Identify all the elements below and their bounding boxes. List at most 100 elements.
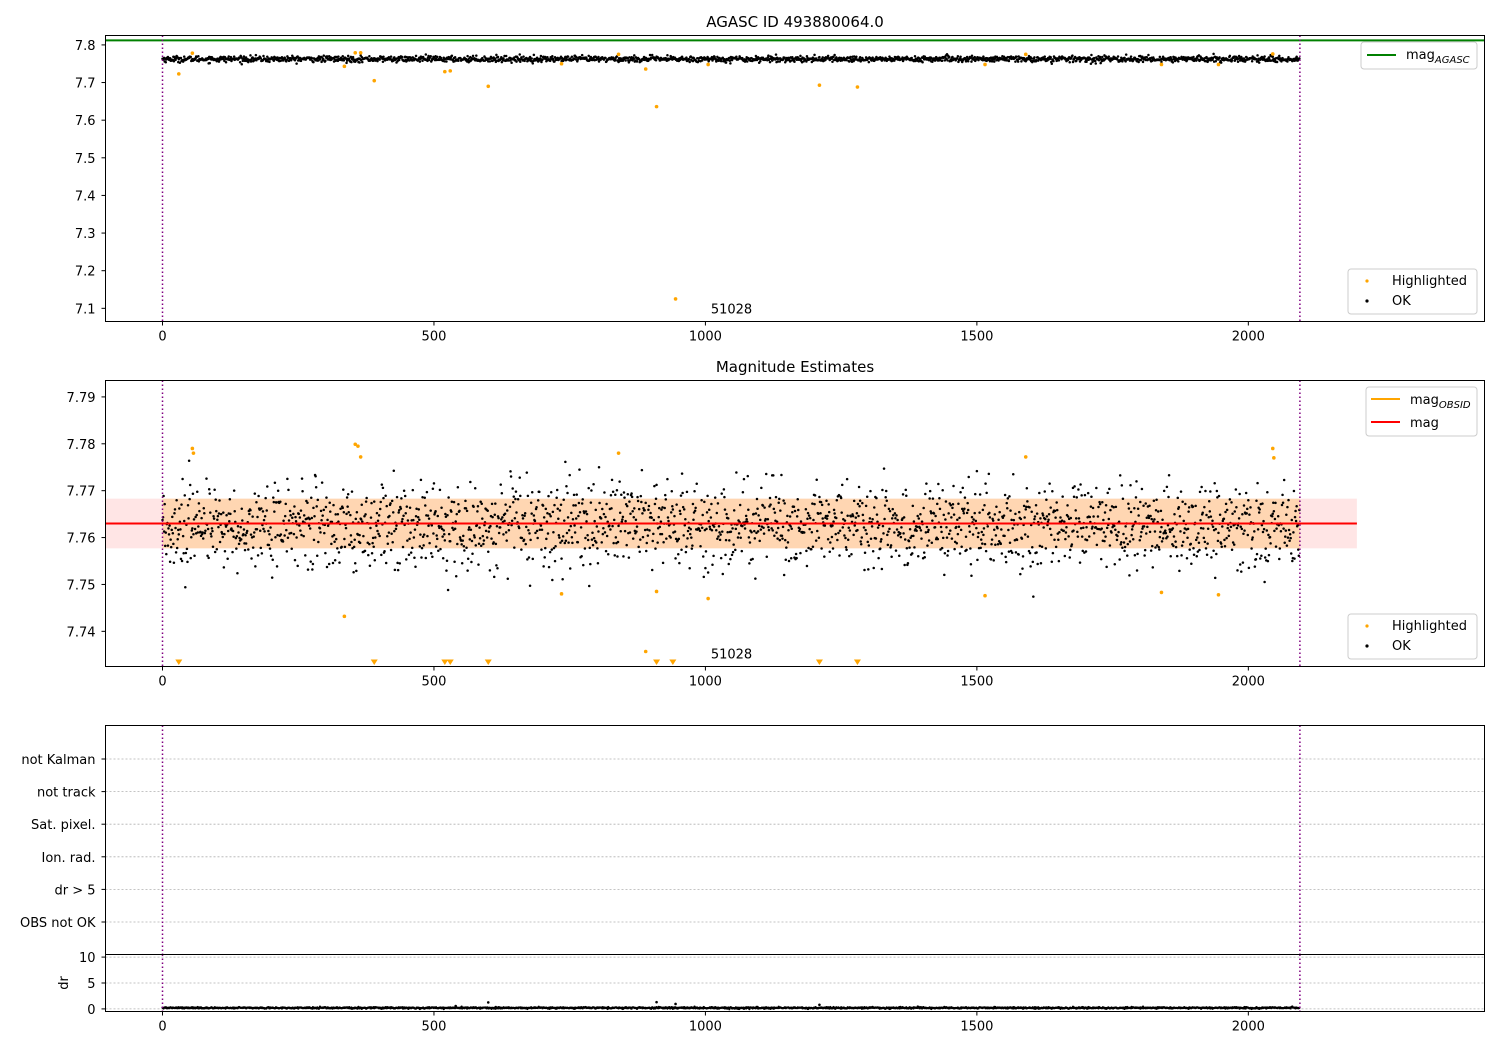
ok-point <box>548 550 552 554</box>
ok-point <box>1048 527 1052 531</box>
ok-point <box>1076 535 1080 538</box>
ok-point <box>319 531 322 534</box>
ok-point <box>918 526 922 530</box>
ok-point <box>716 55 719 59</box>
ok-point <box>458 536 462 539</box>
magnitude-legend-bottom: Highlighted OK <box>1347 613 1478 660</box>
ok-point <box>876 526 880 529</box>
ok-point <box>1099 61 1102 65</box>
ok-point <box>397 511 400 514</box>
ok-point <box>598 501 601 505</box>
ok-point <box>570 511 573 515</box>
ok-point <box>529 501 533 505</box>
ok-point <box>637 545 640 549</box>
ok-point <box>632 57 636 60</box>
ok-point <box>717 525 721 528</box>
ok-point <box>439 547 442 551</box>
ok-point <box>1090 495 1093 498</box>
ok-point <box>893 512 897 515</box>
x-tick-label: 1500 <box>960 330 993 345</box>
ok-point <box>253 531 256 534</box>
ok-point <box>734 548 737 552</box>
ok-point <box>724 538 728 542</box>
ok-point <box>843 534 846 537</box>
ok-point <box>1001 516 1005 520</box>
ok-point <box>235 547 238 550</box>
ok-point <box>193 527 197 531</box>
ok-point <box>232 55 236 58</box>
y-tick-label: 7.2 <box>75 265 96 280</box>
ok-point <box>289 59 293 62</box>
flag-row-label: not Kalman <box>21 753 95 768</box>
ok-point <box>289 514 292 517</box>
ok-point <box>973 511 976 515</box>
highlighted-point <box>190 51 195 55</box>
ok-point <box>993 513 997 516</box>
obsid-label: 51028 <box>711 648 752 663</box>
ok-point <box>651 539 655 543</box>
ok-point <box>1150 544 1154 548</box>
ok-point <box>883 517 886 521</box>
ok-point <box>756 530 760 533</box>
ok-point <box>447 532 451 536</box>
ok-point <box>164 60 168 64</box>
ok-point <box>580 53 584 57</box>
ok-point <box>686 537 689 540</box>
ok-point <box>681 505 685 509</box>
ok-point <box>585 520 588 523</box>
ok-point <box>443 539 447 542</box>
ok-point <box>402 514 405 518</box>
ok-point <box>768 60 772 64</box>
ok-point <box>772 507 776 511</box>
ok-point <box>455 512 459 516</box>
ok-point <box>350 540 353 544</box>
ok-point <box>535 529 539 533</box>
ok-point <box>497 516 500 520</box>
ok-point <box>783 502 786 505</box>
ok-point <box>376 519 380 523</box>
ok-point <box>352 571 355 574</box>
highlighted-point <box>1216 62 1221 67</box>
ok-point <box>1033 517 1036 521</box>
ok-point <box>937 482 940 486</box>
ok-point <box>310 56 314 60</box>
ok-point <box>1095 486 1098 490</box>
ok-point <box>790 527 793 531</box>
ok-point <box>178 507 181 510</box>
ok-point <box>838 554 841 557</box>
ok-point <box>432 532 435 535</box>
x-tick-label: 2000 <box>1232 330 1265 345</box>
ok-point <box>614 58 617 61</box>
ok-point <box>216 518 219 521</box>
ok-point <box>687 58 691 61</box>
ok-point <box>871 518 874 521</box>
ok-point <box>880 567 884 571</box>
ok-point <box>480 502 483 506</box>
ok-point <box>673 530 677 533</box>
ok-point <box>1231 541 1235 544</box>
ok-point <box>540 528 544 531</box>
ok-point <box>1020 537 1024 540</box>
ok-point <box>950 516 953 519</box>
y-tick-label: 7.3 <box>75 227 96 242</box>
ok-point <box>1017 553 1020 556</box>
ok-point <box>236 572 239 575</box>
ok-point <box>656 541 659 544</box>
ok-point <box>453 527 457 530</box>
y-tick-label: 0 <box>87 1003 95 1018</box>
ok-point <box>946 554 949 557</box>
ok-point <box>1025 505 1028 509</box>
ok-point <box>1197 532 1200 535</box>
ok-point <box>1045 515 1049 518</box>
ok-point <box>1290 518 1294 522</box>
ok-point <box>1096 515 1100 518</box>
ok-point <box>1275 527 1278 530</box>
highlighted-point <box>358 51 363 55</box>
ok-point <box>781 58 785 61</box>
ok-point <box>207 556 210 560</box>
ok-point <box>291 516 294 520</box>
ok-point <box>794 552 798 556</box>
ok-point <box>256 554 260 557</box>
ok-point <box>1264 547 1267 550</box>
ok-point <box>786 514 789 518</box>
